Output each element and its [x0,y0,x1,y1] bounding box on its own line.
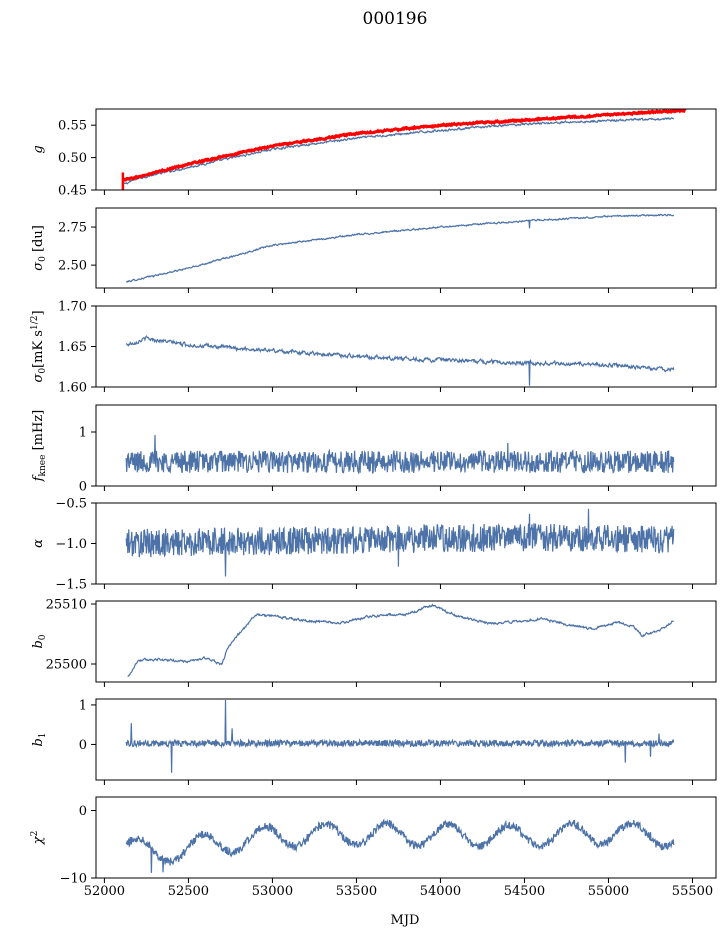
figure-title: 000196 [363,9,428,29]
panel-6: 25500 25510 b0 [31,598,717,687]
y-tick-label: 1.60 [58,381,87,396]
series-line [125,699,675,773]
axes-frame [95,207,717,289]
panel-4: 0 1 fknee [mHz] [31,404,717,495]
x-tick-label: 55500 [672,884,713,899]
axes-frame [95,600,717,683]
y-axis-title: g [31,145,46,153]
y-axis-title: b0 [31,634,48,648]
panel-7: 0 1 b1 [31,698,717,785]
x-tick-label: 54500 [504,884,545,899]
y-tick-label: −1.0 [55,537,87,552]
y-tick-label: 0.45 [58,184,87,199]
panel-8: −10 0 52000 52500 53000 53500 54000 54500 55000 5… [30,796,717,899]
y-tick-label: 1.70 [58,300,87,315]
y-tick-label: 2.75 [58,221,87,236]
x-tick-label: 55000 [588,884,629,899]
series-line [125,508,675,577]
fit-line [121,109,687,182]
x-axis-title: MJD [391,913,420,928]
y-tick-label: 0 [79,738,87,753]
y-tick-label: 25510 [46,598,87,613]
panels: 0.45 0.50 0.55 g 2.50 2.75 σ0 [du] 1.60 1.65 1.70… [30,108,717,899]
y-tick-label: −10 [60,872,87,887]
series-line [125,818,675,873]
panel-5: −1.5 −1.0 −0.5 α [31,497,717,593]
y-tick-label: 0 [79,804,87,819]
y-tick-label: 0.50 [58,151,87,166]
series-line [125,213,675,283]
y-axis-title: σ0[mK s1/2] [30,310,48,382]
y-axis-title: b1 [31,732,48,746]
series-line [125,335,675,386]
series-line [127,603,674,678]
y-axis-title: σ0 [du] [31,225,48,271]
x-tick-label: 52000 [84,884,125,899]
y-tick-label: −1.5 [55,578,87,593]
axes-frame [95,698,717,781]
axes-frame [95,108,717,191]
x-tick-label: 52500 [168,884,209,899]
panel-3: 1.60 1.65 1.70 σ0[mK s1/2] [30,300,717,396]
y-axis-title: χ2 [30,831,46,846]
series-line [125,434,675,475]
x-tick-label: 54000 [420,884,461,899]
y-axis-title: α [31,539,46,548]
y-tick-label: 2.50 [58,259,87,274]
y-tick-label: 0.55 [58,119,87,134]
x-tick-label: 53500 [336,884,377,899]
y-tick-label: 1.65 [58,340,87,355]
y-tick-label: 25500 [46,658,87,673]
y-axis-title: fknee [mHz] [31,410,48,483]
panel-2: 2.50 2.75 σ0 [du] [31,207,717,293]
y-tick-label: 1 [79,698,87,713]
y-tick-label: 1 [79,426,87,441]
y-tick-label: 0 [79,480,87,495]
axes-frame [95,404,717,487]
axes-frame [95,796,717,879]
y-tick-label: −0.5 [55,497,87,512]
panel-1: 0.45 0.50 0.55 g [31,108,717,199]
x-tick-label: 53000 [252,884,293,899]
